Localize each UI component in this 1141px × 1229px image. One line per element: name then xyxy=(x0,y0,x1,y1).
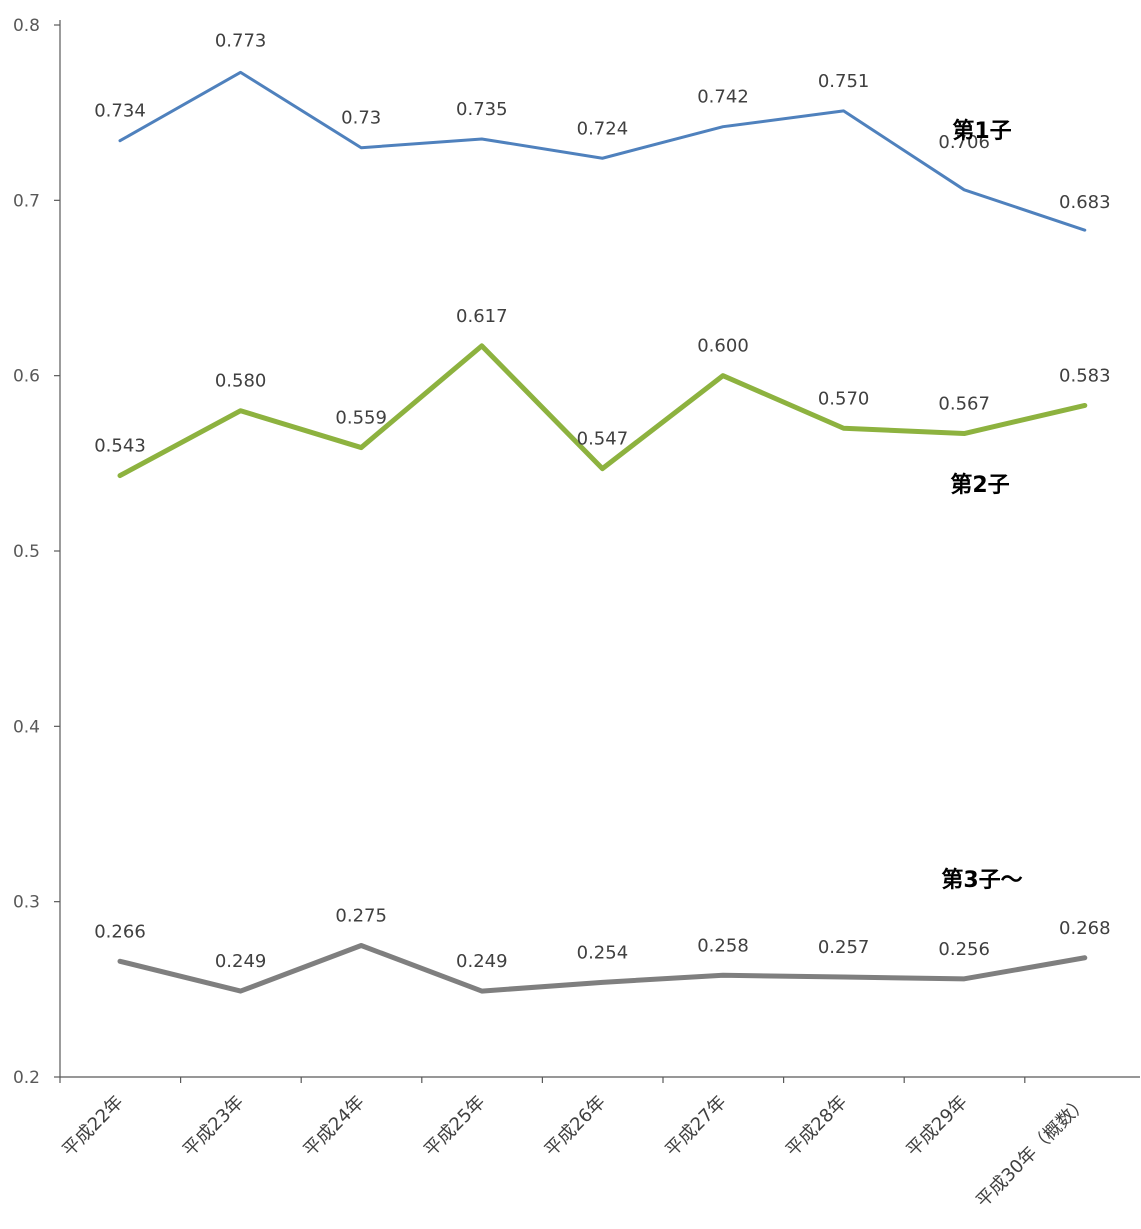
data-label-1: 0.735 xyxy=(456,99,508,120)
data-label-2: 0.600 xyxy=(697,336,749,357)
x-category-label: 平成24年 xyxy=(300,1092,369,1161)
y-tick-label: 0.4 xyxy=(13,717,40,737)
data-label-3: 0.258 xyxy=(697,935,749,956)
data-label-3: 0.249 xyxy=(456,951,508,972)
data-label-2: 0.543 xyxy=(94,436,146,457)
data-label-1: 0.773 xyxy=(215,30,267,51)
data-label-3: 0.266 xyxy=(94,921,146,942)
data-label-2: 0.580 xyxy=(215,371,267,392)
data-label-3: 0.275 xyxy=(335,906,387,927)
y-tick-label: 0.6 xyxy=(13,367,40,387)
data-label-3: 0.256 xyxy=(938,939,990,960)
data-label-1: 0.742 xyxy=(697,87,749,108)
y-tick-label: 0.8 xyxy=(13,16,40,36)
data-label-1: 0.751 xyxy=(818,71,870,92)
series-name-label-3: 第3子～ xyxy=(941,867,1022,893)
y-tick-label: 0.2 xyxy=(13,1068,40,1088)
data-label-1: 0.734 xyxy=(94,101,146,122)
x-category-label: 平成23年 xyxy=(179,1092,248,1161)
data-label-2: 0.570 xyxy=(818,388,870,409)
data-label-1: 0.724 xyxy=(577,118,629,139)
data-label-1: 0.73 xyxy=(341,108,381,129)
data-label-1: 0.683 xyxy=(1059,192,1111,213)
data-label-2: 0.583 xyxy=(1059,365,1111,386)
data-label-2: 0.559 xyxy=(335,408,387,429)
data-label-2: 0.547 xyxy=(577,429,629,450)
x-category-label: 平成27年 xyxy=(661,1092,730,1161)
series-name-label-2: 第2子 xyxy=(950,472,1009,498)
data-label-2: 0.617 xyxy=(456,306,508,327)
y-tick-label: 0.5 xyxy=(13,542,40,562)
x-category-label: 平成25年 xyxy=(420,1092,489,1161)
x-category-label: 平成22年 xyxy=(58,1092,127,1161)
x-category-label: 平成30年（概数） xyxy=(972,1092,1092,1212)
x-category-label: 平成29年 xyxy=(903,1092,972,1161)
data-label-2: 0.567 xyxy=(938,394,990,415)
x-category-label: 平成28年 xyxy=(782,1092,851,1161)
y-tick-label: 0.3 xyxy=(13,893,40,913)
y-tick-label: 0.7 xyxy=(13,191,40,211)
x-category-label: 平成26年 xyxy=(541,1092,610,1161)
data-label-3: 0.249 xyxy=(215,951,267,972)
data-label-3: 0.254 xyxy=(577,942,629,963)
series-name-label-1: 第1子 xyxy=(952,118,1011,144)
data-label-3: 0.268 xyxy=(1059,918,1111,939)
data-label-3: 0.257 xyxy=(818,937,870,958)
